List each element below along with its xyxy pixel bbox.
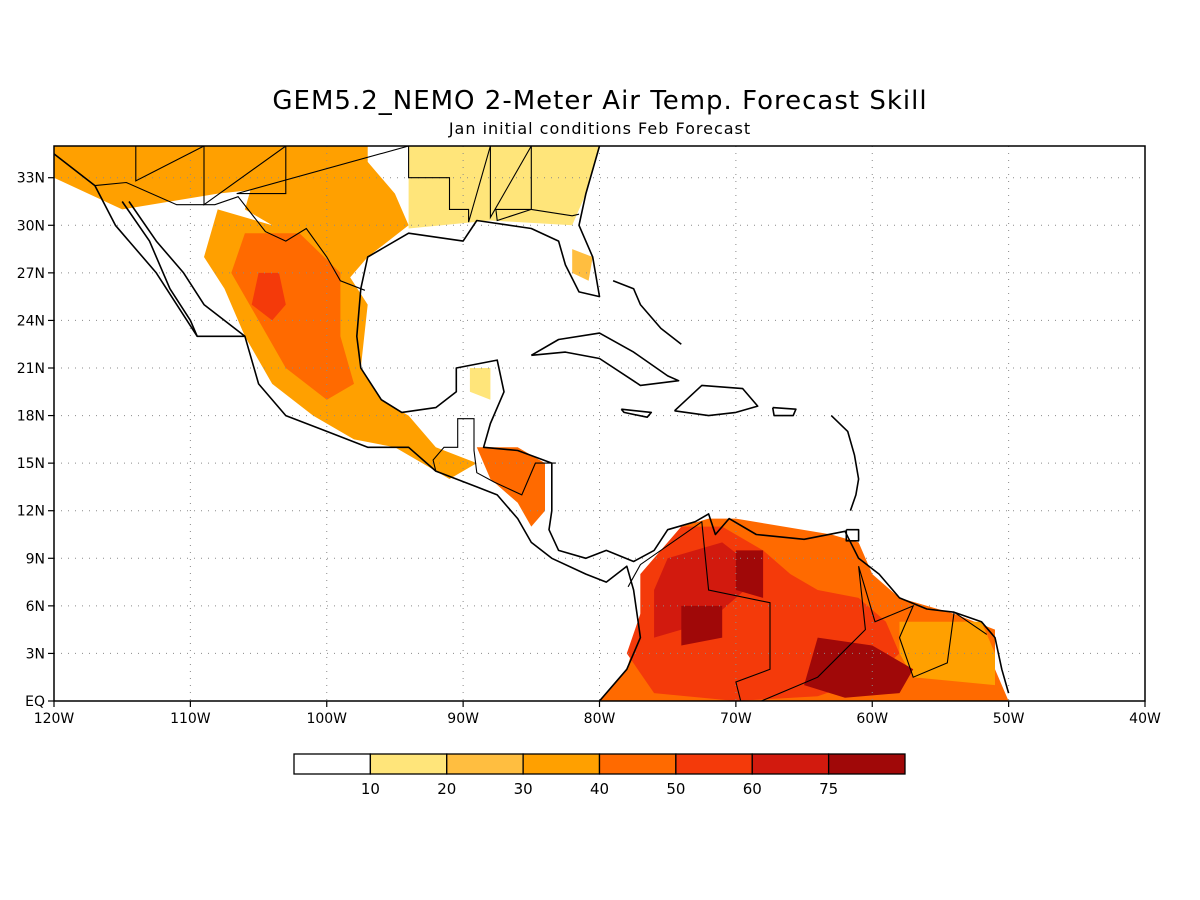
lat-tick-label: 3N bbox=[26, 646, 45, 662]
legend-label: 30 bbox=[514, 780, 533, 798]
lat-tick-label: 9N bbox=[26, 551, 45, 567]
legend-label: 40 bbox=[590, 780, 609, 798]
coastline-trinidad bbox=[845, 528, 860, 542]
region-mexico-inner bbox=[251, 272, 286, 321]
legend-label: 75 bbox=[819, 780, 838, 798]
region-guiana-band bbox=[899, 621, 995, 686]
lat-tick-label: 12N bbox=[17, 504, 45, 520]
coastline-gulf-of-california-east bbox=[128, 201, 246, 337]
color-legend: 10 20 30 40 50 60 75 bbox=[293, 753, 906, 798]
lat-tick-label: 33N bbox=[17, 171, 45, 187]
lon-tick-label: 120W bbox=[34, 711, 75, 727]
coastline-jamaica bbox=[620, 408, 653, 419]
border-south-america-borders bbox=[627, 520, 988, 701]
coastline-bahamas bbox=[612, 280, 682, 345]
lat-tick-label: 24N bbox=[17, 313, 45, 329]
gridlines bbox=[54, 146, 1145, 701]
lon-tick-label: 90W bbox=[447, 711, 479, 727]
legend-swatch bbox=[293, 753, 372, 775]
latitude-ticks: EQ 3N 6N 9N 12N 15N 18N 21N 24N 27N 30N 33N bbox=[17, 171, 54, 710]
coastline-hispaniola bbox=[673, 384, 759, 417]
longitude-ticks: 120W 110W 100W 90W 80W 70W 60W 50W 40W bbox=[34, 701, 1161, 727]
region-yucatan bbox=[469, 368, 491, 400]
lon-tick-label: 70W bbox=[720, 711, 752, 727]
coastline-gulf-coast bbox=[355, 146, 1010, 694]
lon-tick-label: 80W bbox=[584, 711, 616, 727]
lat-tick-label: 6N bbox=[26, 599, 45, 615]
chart-subtitle: Jan initial conditions Feb Forecast bbox=[448, 119, 752, 138]
coastline-cuba bbox=[530, 332, 680, 387]
lon-tick-label: 110W bbox=[170, 711, 211, 727]
lon-tick-label: 60W bbox=[856, 711, 888, 727]
legend-swatch bbox=[675, 753, 753, 775]
legend-swatch bbox=[446, 753, 524, 775]
legend-label: 60 bbox=[743, 780, 762, 798]
coastlines-layer bbox=[54, 146, 1010, 701]
lat-tick-label: 15N bbox=[17, 456, 45, 472]
legend-swatch bbox=[598, 753, 677, 775]
legend-swatch bbox=[751, 753, 830, 775]
lat-tick-label: EQ bbox=[25, 694, 45, 710]
lon-tick-label: 100W bbox=[306, 711, 347, 727]
legend-swatch bbox=[369, 753, 448, 775]
region-honduras bbox=[476, 447, 545, 527]
legend-label: 20 bbox=[437, 780, 456, 798]
region-south-america-core-venezuela bbox=[735, 550, 764, 598]
lat-tick-label: 21N bbox=[17, 361, 45, 377]
border-us-mexico-border bbox=[94, 181, 366, 291]
legend-swatch bbox=[522, 753, 601, 775]
coastline-lesser-antilles bbox=[830, 415, 860, 511]
lat-tick-label: 27N bbox=[17, 266, 45, 282]
legend-swatch bbox=[827, 753, 906, 775]
region-south-america-core-north bbox=[681, 605, 723, 646]
border-central-america-borders bbox=[432, 418, 556, 496]
lon-tick-label: 40W bbox=[1129, 711, 1161, 727]
coastline-baja-east-coast bbox=[121, 201, 198, 337]
lon-tick-label: 50W bbox=[993, 711, 1025, 727]
legend-label: 50 bbox=[666, 780, 685, 798]
legend-label: 10 bbox=[361, 780, 380, 798]
lat-tick-label: 30N bbox=[17, 218, 45, 234]
coastline-pacific-coast bbox=[54, 153, 642, 701]
lat-tick-label: 18N bbox=[17, 409, 45, 425]
chart-title: GEM5.2_NEMO 2-Meter Air Temp. Forecast S… bbox=[272, 86, 928, 116]
coastline-puerto-rico bbox=[771, 406, 797, 417]
region-south-america-core-south bbox=[804, 637, 914, 698]
region-southeast-us-band bbox=[408, 146, 600, 229]
region-southwest-us-band bbox=[54, 146, 368, 210]
region-florida-band bbox=[572, 249, 593, 281]
border-us-state-lines bbox=[135, 146, 580, 223]
